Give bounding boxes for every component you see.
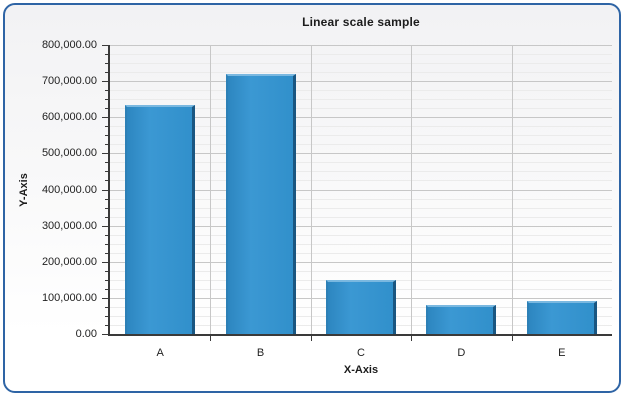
y-tick-label: 100,000.00 xyxy=(41,291,97,304)
minor-gridline xyxy=(110,144,612,146)
minor-gridline xyxy=(110,252,612,254)
x-boundary-tick xyxy=(210,336,212,341)
minor-gridline xyxy=(110,171,612,173)
minor-gridline xyxy=(110,63,612,65)
y-major-tick xyxy=(102,117,108,119)
minor-gridline xyxy=(110,99,612,101)
y-minor-tick xyxy=(105,54,108,56)
category-boundary-gridline xyxy=(511,45,513,334)
y-major-tick xyxy=(102,334,108,335)
minor-gridline xyxy=(110,198,612,200)
major-gridline xyxy=(110,45,612,46)
y-minor-tick xyxy=(105,90,108,92)
y-tick-label: 800,000.00 xyxy=(41,39,97,51)
bar-B xyxy=(225,73,296,334)
bar-D xyxy=(426,304,497,334)
y-minor-tick xyxy=(105,252,108,254)
y-minor-tick xyxy=(105,306,108,308)
y-minor-tick xyxy=(105,198,108,200)
bar-E xyxy=(526,300,597,334)
y-minor-tick xyxy=(105,270,108,272)
minor-gridline xyxy=(110,234,612,236)
y-minor-tick xyxy=(105,171,108,173)
minor-gridline xyxy=(110,126,612,128)
minor-gridline xyxy=(110,72,612,74)
y-minor-tick xyxy=(105,63,108,65)
minor-gridline xyxy=(110,243,612,245)
major-gridline xyxy=(110,117,612,119)
y-tick-label: 0.00 xyxy=(75,328,97,340)
y-minor-tick xyxy=(105,234,108,236)
minor-gridline xyxy=(110,90,612,92)
minor-gridline xyxy=(110,216,612,218)
minor-gridline xyxy=(110,270,612,272)
x-category-label-C: C xyxy=(357,347,365,359)
category-boundary-gridline xyxy=(411,45,413,334)
y-tick-label: 600,000.00 xyxy=(41,111,97,124)
y-major-tick xyxy=(102,81,108,83)
x-boundary-tick xyxy=(310,336,312,341)
y-minor-tick xyxy=(105,135,108,137)
y-tick-label: 400,000.00 xyxy=(41,183,97,196)
y-major-tick xyxy=(102,297,108,299)
y-minor-tick xyxy=(105,99,108,101)
y-major-tick xyxy=(102,153,108,155)
y-major-tick xyxy=(102,225,108,227)
chart-title: Linear scale sample xyxy=(302,15,420,29)
y-tick-label: 200,000.00 xyxy=(41,255,97,268)
category-boundary-gridline xyxy=(310,45,312,334)
y-tick-label: 300,000.00 xyxy=(41,219,97,232)
y-minor-tick xyxy=(105,288,108,290)
x-boundary-tick xyxy=(511,336,513,341)
y-major-tick xyxy=(102,261,108,263)
major-gridline xyxy=(110,81,612,83)
minor-gridline xyxy=(110,180,612,182)
minor-gridline xyxy=(110,108,612,110)
y-minor-tick xyxy=(105,144,108,146)
y-minor-tick xyxy=(105,180,108,182)
minor-gridline xyxy=(110,54,612,56)
x-boundary-tick xyxy=(411,336,413,341)
y-minor-tick xyxy=(105,162,108,164)
x-category-label-B: B xyxy=(256,347,265,359)
minor-gridline xyxy=(110,135,612,137)
minor-gridline xyxy=(110,162,612,164)
y-minor-tick xyxy=(105,72,108,74)
y-minor-tick xyxy=(105,315,108,317)
x-axis-title: X-Axis xyxy=(343,364,379,376)
major-gridline xyxy=(110,153,612,155)
plot-area xyxy=(108,45,612,336)
x-category-label-E: E xyxy=(558,347,566,359)
bar-C xyxy=(326,279,396,334)
y-minor-tick xyxy=(105,324,108,326)
major-gridline xyxy=(110,261,612,263)
y-minor-tick xyxy=(105,108,108,110)
y-minor-tick xyxy=(105,207,108,209)
chart-window: Linear scale sample Y-Axis 800,000.00 700… xyxy=(3,3,621,393)
y-major-tick xyxy=(102,189,108,191)
y-minor-tick xyxy=(105,126,108,128)
minor-gridline xyxy=(110,207,612,209)
y-tick-label: 500,000.00 xyxy=(41,147,97,160)
major-gridline xyxy=(110,225,612,227)
major-gridline xyxy=(110,189,612,191)
x-category-label-A: A xyxy=(156,347,164,359)
bar-A xyxy=(125,104,196,334)
y-tick-label: 700,000.00 xyxy=(41,75,97,88)
category-boundary-gridline xyxy=(210,45,212,334)
y-minor-tick xyxy=(105,216,108,218)
x-category-label-D: D xyxy=(457,347,466,359)
y-minor-tick xyxy=(105,279,108,281)
y-minor-tick xyxy=(105,243,108,245)
y-major-tick xyxy=(102,45,108,46)
